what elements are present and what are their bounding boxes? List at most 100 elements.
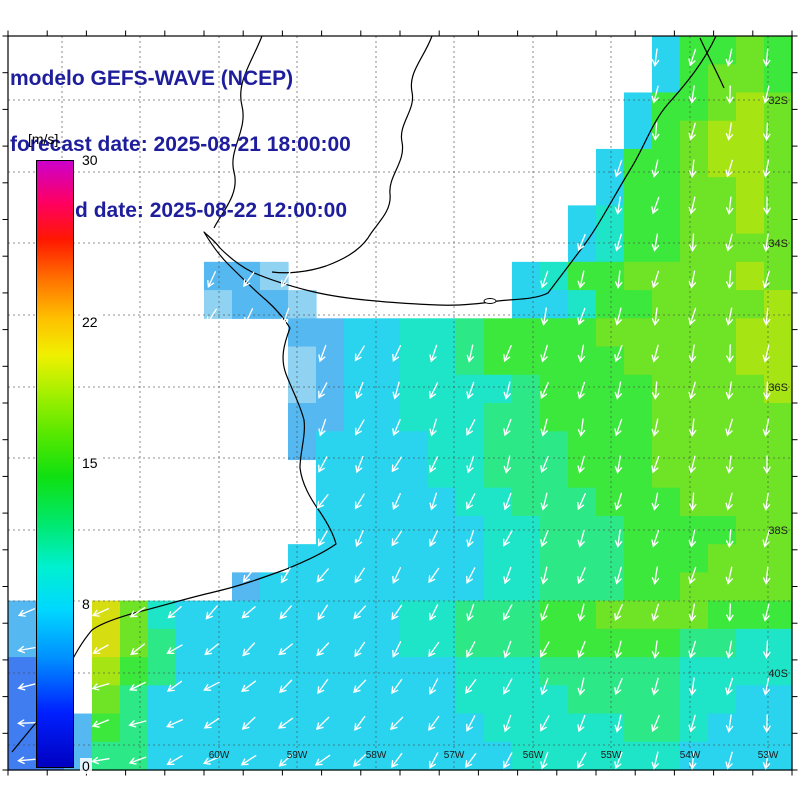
wind-cell — [400, 318, 429, 348]
wind-arrow — [392, 345, 402, 363]
wind-cell — [344, 346, 373, 376]
wind-arrow — [466, 455, 475, 474]
wind-arrow — [314, 754, 331, 766]
wind-cell — [484, 487, 513, 517]
wind-cell — [316, 572, 345, 602]
wind-arrow — [242, 642, 256, 657]
coastline-path — [271, 35, 433, 274]
wind-arrow — [202, 756, 221, 765]
wind-arrow — [689, 233, 697, 252]
wind-cell — [484, 346, 513, 376]
wind-cell — [344, 374, 373, 404]
wind-arrow — [281, 307, 290, 326]
wind-arrow — [318, 344, 327, 363]
wind-arrow — [503, 344, 512, 363]
wind-cell — [260, 741, 289, 771]
wind-cell — [680, 346, 709, 376]
wind-arrow — [540, 455, 549, 474]
wind-cell — [456, 657, 485, 686]
wind-cell — [400, 713, 429, 743]
wind-arrow — [391, 456, 402, 473]
wind-arrow — [725, 751, 733, 770]
wind-cell — [232, 261, 261, 291]
wind-arrow — [316, 494, 329, 509]
wind-cell — [512, 346, 541, 376]
wind-cell — [232, 741, 261, 771]
wind-cell — [624, 657, 653, 686]
wind-arrow — [614, 270, 623, 289]
wind-cell — [764, 120, 793, 150]
wind-cell — [512, 600, 541, 630]
wind-cell — [736, 374, 765, 404]
wind-arrow — [540, 751, 549, 770]
wind-cell — [624, 290, 653, 319]
wind-arrow — [279, 605, 292, 620]
wind-cell — [288, 741, 317, 771]
wind-cell — [428, 628, 457, 658]
wind-cell — [400, 487, 429, 517]
wind-arrow — [763, 381, 771, 400]
wind-arrow — [688, 418, 697, 437]
wind-cell — [204, 628, 233, 658]
wind-cell — [484, 544, 513, 573]
wind-cell — [316, 403, 345, 432]
colorbar-tick-15: 15 — [80, 455, 100, 471]
wind-arrow — [762, 603, 770, 622]
wind-cell — [512, 374, 541, 404]
title-model-line: modelo GEFS-WAVE (NCEP) — [10, 67, 294, 90]
wind-cell — [764, 685, 793, 715]
wind-arrow — [317, 530, 328, 547]
wind-cell — [288, 544, 317, 573]
wind-arrow — [203, 681, 220, 691]
wind-cell — [8, 600, 37, 630]
wind-arrow — [614, 751, 623, 770]
wind-cell — [512, 544, 541, 573]
wind-arrow — [762, 307, 771, 326]
wind-arrow — [614, 566, 622, 585]
wind-arrow — [651, 381, 660, 400]
wind-cell — [456, 374, 485, 404]
wind-cell — [596, 572, 625, 602]
wind-cell — [344, 628, 373, 658]
axis-labels: 32S 34S 36S 38S 40S 60W 59W 58W 57W 56W 55W 54W 53W — [209, 95, 788, 761]
wind-arrow — [466, 603, 475, 622]
wind-cell — [680, 657, 709, 686]
wind-cell — [652, 431, 681, 461]
wind-arrow — [540, 382, 549, 400]
wind-cell — [372, 403, 401, 432]
wind-cell — [624, 177, 653, 206]
wind-arrow — [540, 418, 548, 437]
wind-cell — [400, 544, 429, 573]
wind-cell — [316, 628, 345, 658]
wind-cell — [568, 600, 597, 630]
wind-arrow — [429, 752, 439, 769]
wind-arrow — [577, 640, 586, 659]
wind-arrow — [540, 677, 549, 696]
wind-cell — [652, 459, 681, 489]
wind-cell — [400, 741, 429, 771]
title-valid-line: valid date: 2025-08-22 12:00:00 — [40, 199, 348, 222]
wind-arrow — [355, 529, 364, 548]
wind-arrow — [429, 456, 439, 473]
lon-label: 56W — [523, 750, 544, 761]
wind-cell — [484, 657, 513, 686]
wind-cell — [736, 290, 765, 319]
wind-arrow — [614, 196, 623, 215]
wind-cell — [372, 628, 401, 658]
wind-arrow — [503, 530, 513, 547]
wind-cell — [316, 487, 345, 517]
wind-cell — [624, 741, 653, 771]
wind-cell — [764, 741, 793, 771]
wind-arrow — [392, 418, 401, 437]
wind-cell — [764, 233, 793, 263]
wind-arrow — [614, 677, 623, 696]
wind-cell — [372, 515, 401, 545]
wind-arrow — [354, 567, 366, 584]
wind-arrow — [725, 714, 734, 733]
lon-label: 60W — [209, 750, 230, 761]
wind-cell — [680, 572, 709, 602]
wind-cell — [316, 459, 345, 489]
wind-arrow — [762, 48, 771, 67]
wind-arrow — [17, 756, 36, 765]
wind-arrow — [503, 455, 512, 474]
